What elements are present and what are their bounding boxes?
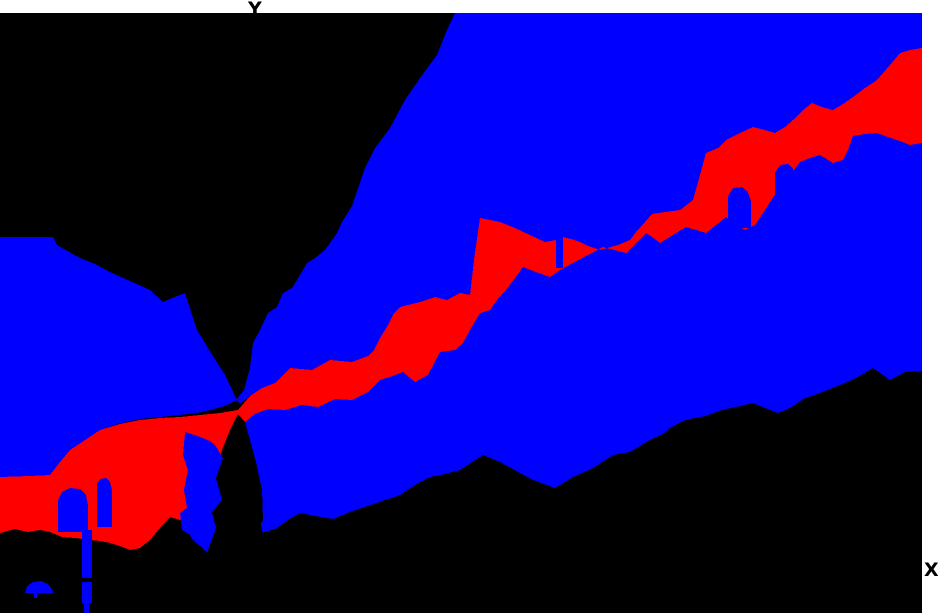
decision-regions <box>0 13 922 613</box>
region-pinch-black-wedge <box>218 418 288 613</box>
region-umbrella-blue-blob <box>25 581 53 598</box>
region-thin-blue-column-lower <box>82 582 92 613</box>
region-upper-left-blue-wedge <box>0 237 237 477</box>
x-axis-label: X <box>924 559 939 581</box>
region-small-blue-column <box>97 478 112 527</box>
region-blue-column-a <box>728 187 751 228</box>
region-angle-blue-island <box>180 432 223 553</box>
region-arch-blue-column <box>58 488 88 532</box>
region-blue-sliver <box>556 236 563 268</box>
region-lower-right-blue-mass <box>245 133 922 536</box>
region-blue-column-b <box>775 164 795 228</box>
region-upper-right-blue-mass <box>236 13 922 404</box>
region-red-band <box>0 48 922 550</box>
region-thin-blue-column-upper <box>82 530 92 578</box>
